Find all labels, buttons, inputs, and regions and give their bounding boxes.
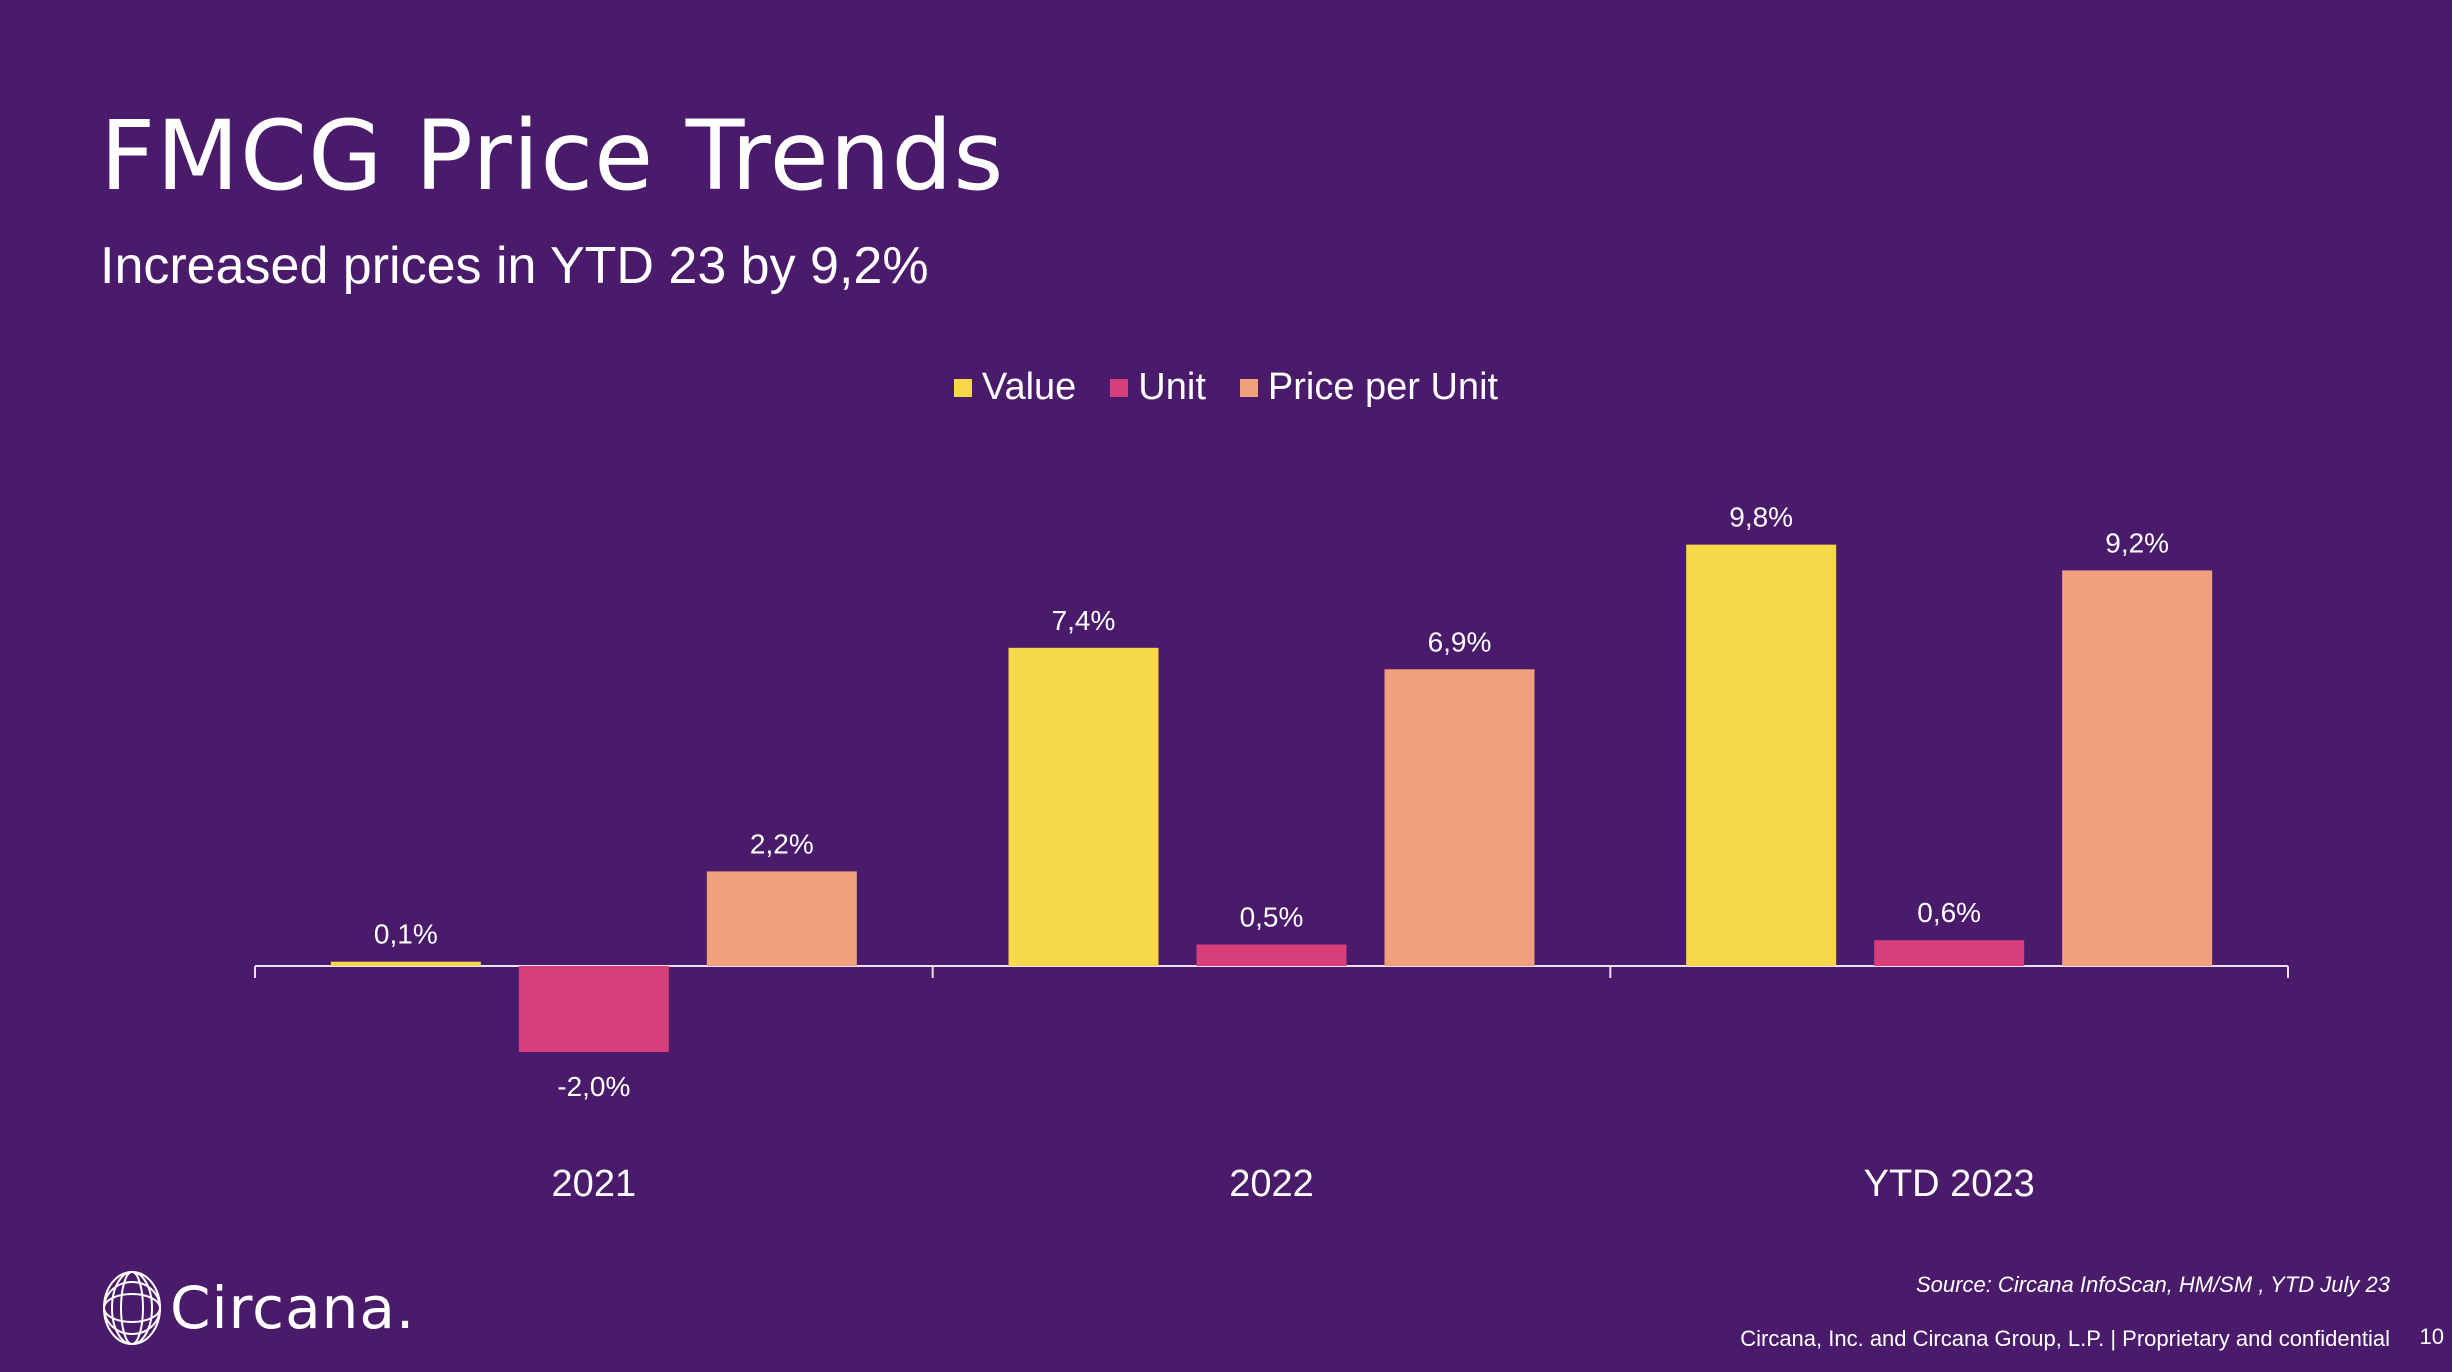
bar xyxy=(1874,940,2025,966)
logo-text: Circana. xyxy=(170,1274,416,1342)
bar xyxy=(1686,544,1837,966)
bar xyxy=(1384,669,1535,966)
data-label: 0,5% xyxy=(1240,902,1304,933)
page-number: 10 xyxy=(2419,1324,2444,1349)
bar xyxy=(518,966,669,1052)
footer-text: Circana, Inc. and Circana Group, L.P. | … xyxy=(1740,1326,2390,1351)
circana-globe-icon xyxy=(103,1271,161,1345)
bar xyxy=(2062,570,2213,966)
data-label: 6,9% xyxy=(1428,626,1492,657)
data-label: -2,0% xyxy=(557,1071,630,1102)
page-title: FMCG Price Trends xyxy=(100,100,1005,212)
legend-swatch-unit xyxy=(1110,378,1129,397)
data-label: 0,6% xyxy=(1917,897,1981,928)
legend-item-price-per-unit: Price per Unit xyxy=(1239,366,1499,409)
bar xyxy=(1008,647,1159,966)
data-label: 0,1% xyxy=(374,919,438,950)
legend-label-unit: Unit xyxy=(1138,366,1206,408)
bar-chart: 0,1% -2,0% 2,2% 2021 7,4% 0,5% 6,9% 2022 9,8% 0,6… xyxy=(254,502,2289,1205)
x-tick-label: 2022 xyxy=(1229,1163,1314,1205)
legend-item-value: Value xyxy=(953,366,1077,409)
data-label: 7,4% xyxy=(1052,605,1116,636)
bar xyxy=(1196,944,1347,966)
legend-label-value: Value xyxy=(981,366,1077,408)
bar xyxy=(706,871,857,966)
page-subtitle: Increased prices in YTD 23 by 9,2% xyxy=(100,237,929,295)
legend-label-price-per-unit: Price per Unit xyxy=(1267,366,1499,408)
chart-legend: Value Unit Price per Unit xyxy=(0,366,2452,409)
circana-logo: Circana. xyxy=(100,1268,415,1348)
data-label: 9,8% xyxy=(1729,502,1793,533)
bar xyxy=(330,961,481,966)
data-label: 2,2% xyxy=(750,828,814,859)
source-note: Source: Circana InfoScan, HM/SM , YTD Ju… xyxy=(1916,1272,2390,1297)
legend-swatch-price-per-unit xyxy=(1239,378,1258,397)
data-label: 9,2% xyxy=(2105,527,2169,558)
legend-swatch-value xyxy=(953,378,972,397)
x-tick-label: YTD 2023 xyxy=(1864,1163,2035,1205)
legend-item-unit: Unit xyxy=(1110,366,1206,409)
x-tick-label: 2021 xyxy=(552,1163,637,1205)
